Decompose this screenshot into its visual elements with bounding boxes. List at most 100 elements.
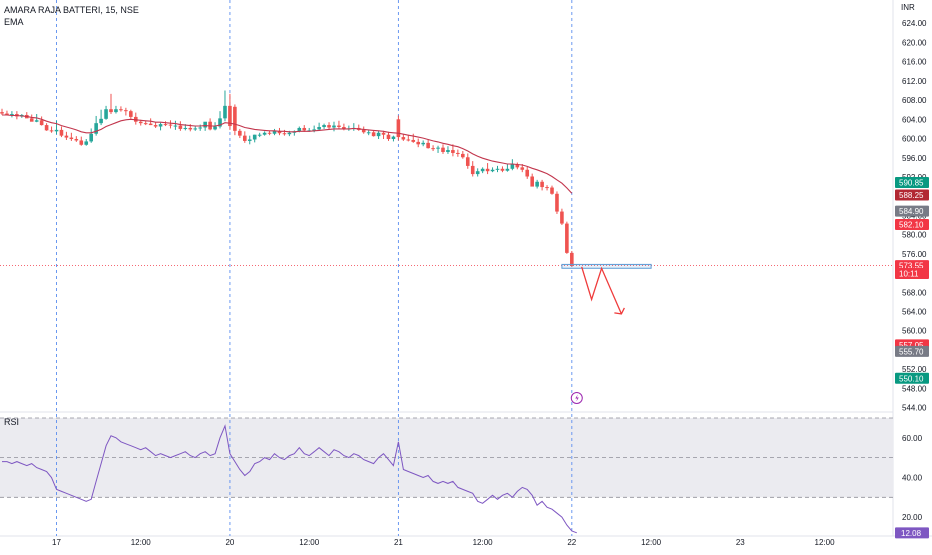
price-badge <box>895 176 929 188</box>
candle-body <box>465 157 470 166</box>
rsi-badge-label: 12.08 <box>901 529 922 538</box>
price-badge-label: 555.70 <box>899 347 924 356</box>
candle-body <box>550 187 554 194</box>
candle-body <box>188 127 193 130</box>
price-badge <box>895 268 929 280</box>
rsi-tick-label: 60.00 <box>902 434 923 443</box>
price-badge-label: 582.10 <box>899 221 924 230</box>
candle-body <box>376 132 381 137</box>
candle-body <box>10 114 14 116</box>
candle-body <box>500 168 505 171</box>
candle-body <box>89 133 93 142</box>
candle-body <box>148 123 153 126</box>
time-tick-label: 17 <box>52 538 61 547</box>
candle-body <box>337 125 341 128</box>
candle-body <box>272 130 277 134</box>
candle-body <box>84 141 89 145</box>
candle-body <box>540 181 544 188</box>
candle-body <box>143 123 148 125</box>
price-tick-label: 544.00 <box>902 404 927 413</box>
candle-body <box>461 153 465 158</box>
candle-body <box>515 164 520 168</box>
candle-body <box>257 134 262 136</box>
candle-body <box>247 139 252 141</box>
chart-legend: AMARA RAJA BATTERI, 15, NSE EMA <box>4 4 139 28</box>
candle-body <box>332 125 336 128</box>
candle-body <box>560 211 564 224</box>
price-badge <box>895 219 929 231</box>
candle-body <box>525 169 530 177</box>
price-tick-label: 620.00 <box>902 38 927 47</box>
candle-body <box>114 109 118 113</box>
candle-body <box>555 193 559 212</box>
candle-body <box>119 109 123 111</box>
ema-indicator-label[interactable]: EMA <box>4 17 24 27</box>
candle-body <box>570 252 574 266</box>
rsi-line <box>2 424 577 534</box>
candle-body <box>391 136 396 140</box>
candle-body <box>213 126 217 130</box>
price-badge-label: 573.55 <box>899 262 924 271</box>
time-tick-label: 12:00 <box>473 538 494 547</box>
candle-body <box>138 121 143 124</box>
candle-body <box>520 167 525 170</box>
candle-body <box>436 147 440 149</box>
time-tick-label: 12:00 <box>131 538 152 547</box>
candle-body <box>401 137 406 140</box>
candle-body <box>99 118 103 124</box>
candle-body <box>406 139 411 141</box>
candle-body <box>411 139 416 142</box>
time-tick-label: 21 <box>394 538 403 547</box>
price-tick-label: 548.00 <box>902 384 927 393</box>
price-badge <box>895 345 929 357</box>
price-badge-label: 588.25 <box>899 191 924 200</box>
candle-body <box>505 168 510 171</box>
candle-body <box>0 112 4 114</box>
candle-body <box>173 125 178 127</box>
candle-body <box>456 152 460 154</box>
price-badge-label: 590.85 <box>899 178 924 187</box>
candle-body <box>267 132 272 134</box>
candle-body <box>530 176 534 187</box>
candle-body <box>153 125 158 127</box>
candle-body <box>277 130 282 134</box>
candle-body <box>287 132 292 135</box>
candle-body <box>366 132 371 134</box>
candle-body <box>124 110 128 112</box>
candle-body <box>421 142 425 145</box>
currency-label: INR <box>901 3 915 12</box>
price-badge-label: 10:11 <box>899 270 919 279</box>
candle-body <box>327 125 331 128</box>
candle-body <box>297 127 302 132</box>
candle-body <box>29 118 34 122</box>
price-tick-label: 568.00 <box>902 288 927 297</box>
time-tick-label: 20 <box>225 538 234 547</box>
candle-body <box>322 125 326 128</box>
candle-body <box>317 127 321 130</box>
arrow-head <box>614 307 625 315</box>
down-arrow-path <box>581 266 622 315</box>
candle-body <box>203 121 207 128</box>
candle-body <box>223 105 227 119</box>
rsi-tick-label: 20.00 <box>902 513 923 522</box>
candle-body <box>168 124 173 126</box>
price-badge-label: 557.05 <box>899 341 924 350</box>
price-tick-label: 552.00 <box>902 365 927 374</box>
candle-body <box>485 168 490 172</box>
candle-body <box>54 129 59 132</box>
candle-body <box>49 130 54 132</box>
price-badge <box>895 205 929 217</box>
price-tick-label: 564.00 <box>902 308 927 317</box>
candle-body <box>312 129 316 131</box>
rsi-panel-label[interactable]: RSI <box>4 417 20 427</box>
rsi-tick-label: 40.00 <box>902 473 923 482</box>
price-badge <box>895 189 929 201</box>
candle-body <box>218 118 222 127</box>
symbol-title[interactable]: AMARA RAJA BATTERI, 15, NSE <box>4 5 139 15</box>
rsi-badge <box>895 527 929 539</box>
ema-line <box>2 114 573 194</box>
candle-body <box>361 129 366 133</box>
candle-body <box>302 127 307 131</box>
